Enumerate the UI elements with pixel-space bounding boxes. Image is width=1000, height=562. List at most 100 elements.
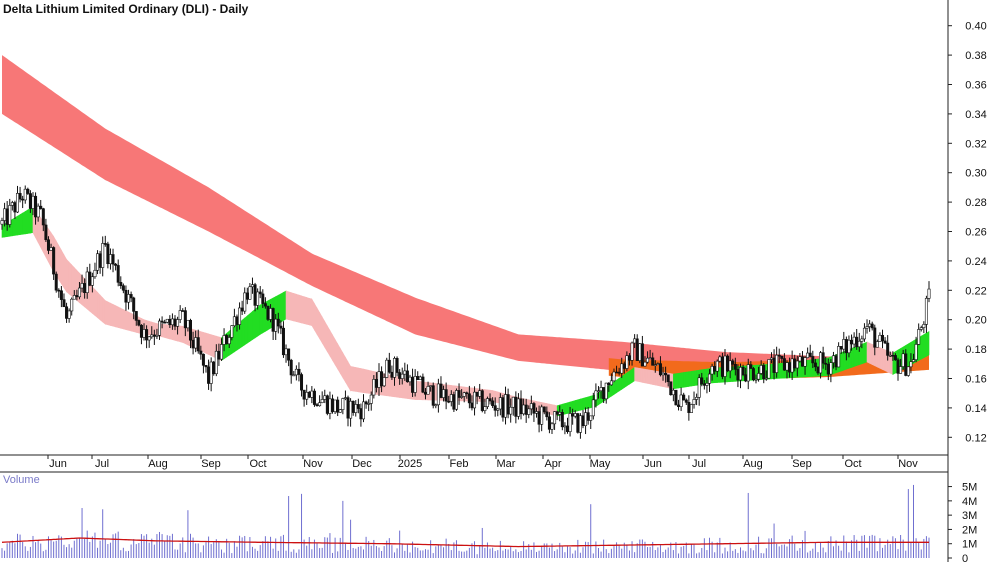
candle-body [516,398,520,417]
candle-body [808,352,812,357]
candle-body [413,376,417,393]
candle-body [511,396,515,408]
candle-body [18,193,22,200]
candle-body [243,292,247,312]
candle-body [656,363,660,365]
candle-body [718,356,722,362]
candle-body [749,364,753,369]
candle-body [682,394,686,401]
candle-body [555,411,559,415]
candle-body [470,402,474,409]
short-band-segment [363,368,367,394]
candle-body [39,205,43,209]
candle-body [599,387,603,392]
candle-body [59,290,63,300]
short-band-segment [285,290,289,321]
candle-body [93,269,97,278]
candle-body [3,208,7,221]
candle-body [222,335,226,345]
candle-body [258,291,262,295]
candle-body [824,362,828,365]
candle-body [349,400,353,419]
long-band-fill [2,55,929,375]
candle-body [356,404,360,409]
candle-body [658,363,662,376]
candle-body [217,350,221,360]
candle-body [36,205,40,218]
price-tick-label: 0.12 [965,432,986,444]
short-band-segment [164,324,168,339]
candle-body [527,408,531,415]
candle-body [829,362,833,375]
volume-tick-label: 0 [962,553,968,562]
candle-body [385,359,389,378]
candle-body [715,360,719,372]
candle-body [41,208,45,226]
short-band-segment [352,366,357,392]
candle-body [733,364,737,370]
candle-body [850,339,854,345]
short-band-segment [417,380,421,401]
short-band-segment [675,372,679,389]
candle-body [922,324,926,328]
candle-body [232,316,236,327]
candle-body [529,403,533,410]
candle-body [759,365,763,374]
candle-body [52,247,56,275]
short-band-segment [629,368,633,385]
candle-body [860,338,864,342]
short-band-segment [17,214,21,236]
candle-body [300,374,304,391]
candle-body [336,399,340,413]
price-tick-label: 0.14 [965,403,986,415]
price-tick-label: 0.32 [965,138,986,150]
short-band-segment [866,341,870,364]
short-band-segment [24,209,29,235]
candle-body [240,307,244,312]
short-band-segment [115,305,119,328]
candle-body [196,337,200,352]
volume-tick-label: 4M [962,496,977,508]
candle-body [331,398,335,412]
date-tick-label: Aug [148,458,168,470]
short-band-segment [652,370,656,386]
candle-body [178,310,182,320]
candle-body [188,319,192,341]
candle-body [795,360,799,369]
candle-body [746,364,750,382]
candle-body [287,348,291,361]
candle-body [250,284,254,288]
candle-body [452,394,456,410]
candle-body [439,383,443,398]
candle-body [225,335,229,345]
candle-body [547,416,551,430]
candle-body [842,339,846,350]
candle-body [576,413,580,433]
candle-body [204,365,208,368]
candle-body [803,357,807,367]
candle-body [31,195,35,209]
short-band-segment [112,303,116,328]
candle-body [558,412,562,415]
short-band-segment [308,297,313,326]
candle-body [772,357,776,373]
candle-body [491,400,495,406]
candle-body [831,355,835,363]
short-band-segment [314,302,318,336]
candlestick-series [0,185,931,439]
candle-body [540,406,544,425]
candle-body [170,318,174,326]
candle-body [341,398,345,410]
candle-body [281,327,285,356]
short-band-segment [241,317,246,348]
short-band-segment [280,291,284,323]
candle-body [852,336,856,345]
short-band-segment [205,332,209,355]
candle-body [426,386,430,395]
candle-body [369,394,373,404]
short-band-segment [332,333,336,366]
short-band-segment [61,249,65,289]
candle-body [271,308,275,332]
date-tick-label: Oct [249,458,266,470]
